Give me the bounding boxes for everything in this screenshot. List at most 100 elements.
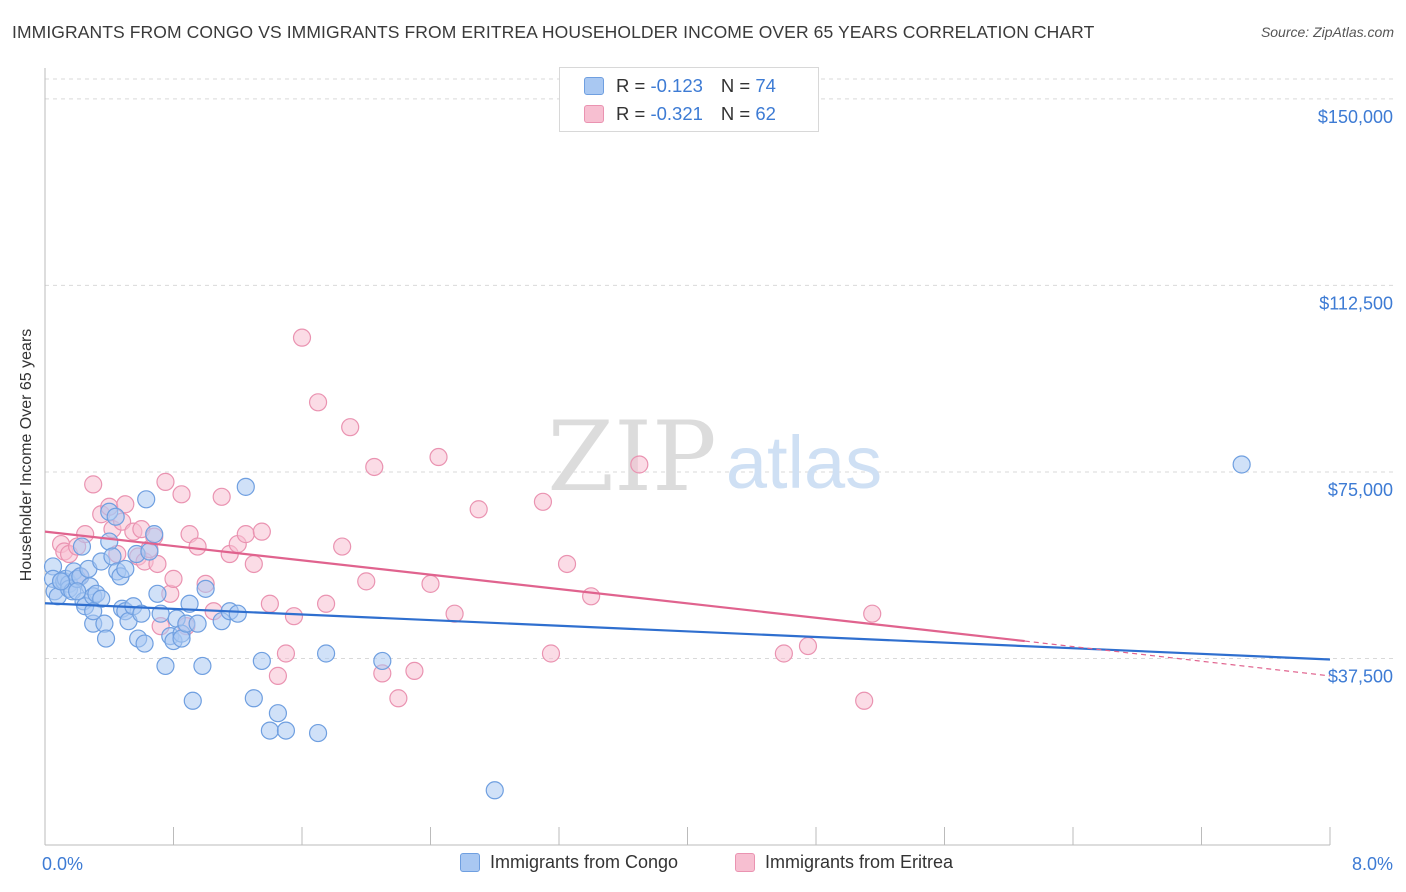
congo-point <box>135 634 154 653</box>
eritrea-point <box>284 607 304 626</box>
congo-point <box>156 656 175 676</box>
eritrea-point <box>156 472 175 491</box>
congo-legend-label: Immigrants from Congo <box>490 852 679 872</box>
watermark-zip: ZIP <box>547 401 716 513</box>
congo-point <box>193 656 212 676</box>
eritrea-point <box>252 522 271 541</box>
eritrea-point <box>421 574 440 593</box>
congo-n-value: 74 <box>755 75 776 96</box>
eritrea-n-value: 62 <box>755 103 776 124</box>
congo-point <box>96 629 116 648</box>
eritrea-point <box>541 644 561 663</box>
chart-title: IMMIGRANTS FROM CONGO VS IMMIGRANTS FROM… <box>12 22 1095 42</box>
congo-point <box>116 559 135 579</box>
eritrea-point <box>333 537 352 556</box>
eritrea-points <box>51 328 882 710</box>
eritrea-point <box>389 689 408 708</box>
eritrea-swatch <box>584 105 604 123</box>
congo-point <box>485 781 504 800</box>
congo-point <box>180 594 199 613</box>
grid-lines <box>45 78 1395 659</box>
eritrea-legend-label: Immigrants from Eritrea <box>765 852 954 872</box>
eritrea-point <box>557 554 577 574</box>
eritrea-point <box>774 644 793 663</box>
eritrea-point <box>365 457 384 477</box>
congo-r-label: R = <box>616 75 646 96</box>
y-tick-label: $112,500 <box>1319 293 1393 313</box>
eritrea-point <box>357 572 376 591</box>
congo-point <box>228 604 247 623</box>
eritrea-r-value: -0.321 <box>650 103 703 124</box>
tick-labels: $37,500 $75,000 $112,500 $150,000 0.0% 8.0% <box>42 107 1393 874</box>
x-tick-label: 8.0% <box>1352 854 1393 874</box>
eritrea-point <box>276 644 296 663</box>
eritrea-point <box>236 525 255 544</box>
congo-point <box>183 691 202 710</box>
legend-row-congo: R = -0.123 N = 74 <box>584 74 776 98</box>
congo-points <box>43 455 1251 800</box>
eritrea-trend-extension <box>1024 640 1331 677</box>
congo-trend-line <box>44 602 1331 661</box>
eritrea-point <box>341 418 360 437</box>
congo-point <box>196 579 215 598</box>
eritrea-point <box>316 594 336 613</box>
eritrea-point <box>268 666 288 685</box>
eritrea-point <box>244 554 263 574</box>
eritrea-point <box>405 661 424 681</box>
congo-point <box>1232 455 1251 474</box>
congo-point <box>148 584 167 603</box>
eritrea-point <box>429 447 448 467</box>
eritrea-trend-line <box>44 530 1025 643</box>
congo-point <box>84 602 103 621</box>
eritrea-legend-swatch <box>735 853 755 872</box>
eritrea-point <box>630 455 649 474</box>
eritrea-point <box>308 393 328 412</box>
congo-point <box>140 542 159 561</box>
eritrea-point <box>863 604 882 623</box>
eritrea-point <box>116 495 135 514</box>
y-tick-label: $150,000 <box>1318 107 1393 127</box>
congo-swatch <box>584 77 604 95</box>
watermark-atlas: atlas <box>726 421 882 504</box>
source-credit: Source: ZipAtlas.com <box>1260 24 1394 40</box>
series-legend: Immigrants from Congo Immigrants from Er… <box>0 852 1406 876</box>
congo-point <box>68 582 87 601</box>
x-tick-label: 0.0% <box>42 854 83 874</box>
congo-point <box>106 507 125 526</box>
congo-point <box>276 721 296 740</box>
congo-point <box>145 525 164 544</box>
legend-item-congo: Immigrants from Congo <box>460 852 678 873</box>
congo-point <box>236 477 255 496</box>
eritrea-point <box>172 485 191 504</box>
y-tick-label: $75,000 <box>1328 480 1393 500</box>
eritrea-point <box>260 594 279 613</box>
stats-legend: R = -0.123 N = 74 R = -0.321 N = 62 <box>559 67 819 132</box>
congo-point <box>51 572 71 591</box>
eritrea-n-label: N = <box>720 103 751 124</box>
legend-row-eritrea: R = -0.321 N = 62 <box>584 102 776 126</box>
congo-point <box>132 604 151 623</box>
congo-point <box>373 651 392 671</box>
y-tick-label: $37,500 <box>1328 666 1393 686</box>
congo-point <box>188 614 207 633</box>
congo-point <box>316 644 336 663</box>
eritrea-point <box>84 475 103 494</box>
congo-legend-swatch <box>460 853 480 872</box>
eritrea-point <box>855 691 874 710</box>
eritrea-point <box>533 492 553 511</box>
congo-point <box>268 704 288 723</box>
congo-point <box>100 532 119 551</box>
congo-point <box>137 490 156 509</box>
eritrea-point <box>445 604 464 623</box>
eritrea-point <box>292 328 312 347</box>
eritrea-r-label: R = <box>616 103 646 124</box>
congo-point <box>260 721 279 740</box>
congo-point <box>72 537 92 556</box>
legend-item-eritrea: Immigrants from Eritrea <box>735 852 953 873</box>
congo-point <box>308 723 328 743</box>
eritrea-point <box>798 636 818 656</box>
axes <box>44 68 1331 846</box>
eritrea-point <box>164 569 183 588</box>
congo-point <box>244 689 263 708</box>
